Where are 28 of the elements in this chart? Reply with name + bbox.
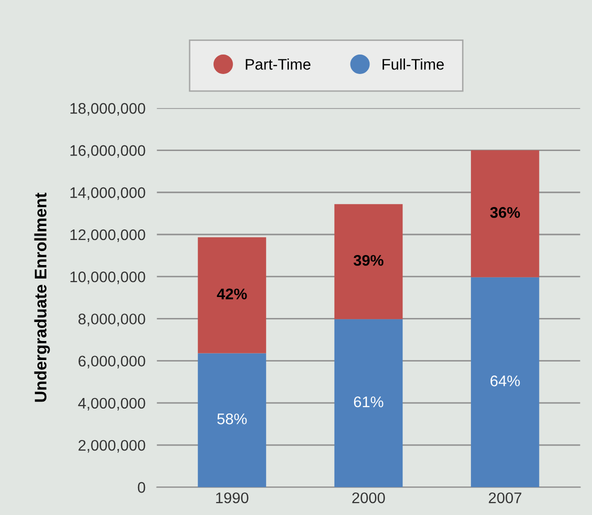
bar [334, 204, 403, 320]
legend-label: Part-Time [246, 58, 310, 70]
annotation: 61% [354, 396, 384, 408]
y-tick-label: 12,000,000 [70, 229, 146, 242]
annotation: 42% [216, 288, 247, 300]
y-tick-label: 18,000,000 [70, 103, 146, 116]
annotation: 36% [490, 207, 520, 218]
y-tick-label: 16,000,000 [70, 145, 146, 158]
x-tick-label: 2007 [488, 492, 522, 504]
y-tick-label: 6,000,000 [78, 356, 146, 368]
y-tick-label: 0 [138, 482, 146, 493]
x-tick-label: 1990 [216, 492, 248, 504]
y-tick-label: 8,000,000 [78, 314, 146, 326]
y-axis-title: Undergraduate Enrollment [34, 192, 50, 402]
annotation: 58% [217, 414, 247, 424]
y-tick-label: 4,000,000 [78, 398, 146, 410]
annotation: 39% [354, 254, 384, 266]
legend-label: Full-Time [382, 58, 444, 70]
bar [470, 150, 540, 278]
bar [198, 353, 266, 488]
bar [470, 277, 540, 488]
x-tick-label: 2000 [352, 492, 385, 504]
y-tick-label: 2,000,000 [78, 440, 146, 453]
bar [198, 237, 266, 354]
annotation: 64% [490, 376, 520, 386]
bar [334, 319, 403, 488]
y-tick-label: 10,000,000 [70, 271, 146, 284]
y-tick-label: 14,000,000 [70, 187, 146, 200]
